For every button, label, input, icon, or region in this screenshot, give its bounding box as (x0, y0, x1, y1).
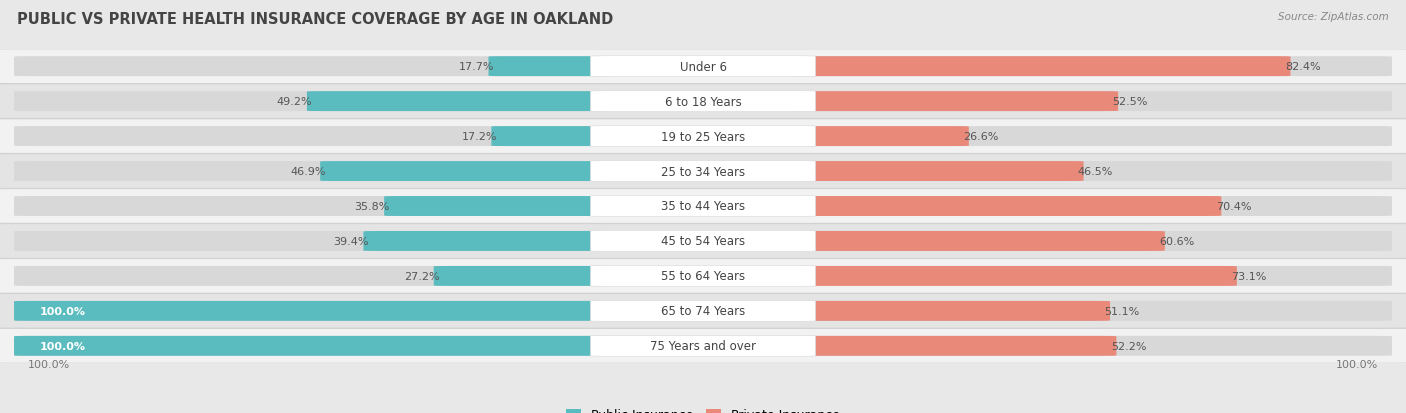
FancyBboxPatch shape (591, 126, 815, 147)
Text: 45 to 54 Years: 45 to 54 Years (661, 235, 745, 248)
FancyBboxPatch shape (307, 92, 619, 112)
Legend: Public Insurance, Private Insurance: Public Insurance, Private Insurance (561, 404, 845, 413)
FancyBboxPatch shape (591, 301, 815, 322)
FancyBboxPatch shape (787, 266, 1237, 286)
Text: PUBLIC VS PRIVATE HEALTH INSURANCE COVERAGE BY AGE IN OAKLAND: PUBLIC VS PRIVATE HEALTH INSURANCE COVER… (17, 12, 613, 27)
Text: 100.0%: 100.0% (39, 341, 86, 351)
FancyBboxPatch shape (787, 127, 1392, 147)
FancyBboxPatch shape (787, 92, 1118, 112)
FancyBboxPatch shape (0, 329, 1406, 363)
FancyBboxPatch shape (591, 57, 815, 78)
FancyBboxPatch shape (14, 57, 619, 77)
FancyBboxPatch shape (14, 301, 619, 321)
FancyBboxPatch shape (0, 85, 1406, 119)
FancyBboxPatch shape (787, 92, 1392, 112)
FancyBboxPatch shape (433, 266, 619, 286)
Text: 35.8%: 35.8% (354, 202, 389, 211)
FancyBboxPatch shape (0, 154, 1406, 189)
Text: 39.4%: 39.4% (333, 236, 368, 247)
FancyBboxPatch shape (0, 189, 1406, 224)
FancyBboxPatch shape (787, 161, 1392, 182)
FancyBboxPatch shape (787, 231, 1164, 252)
Text: 27.2%: 27.2% (404, 271, 439, 281)
FancyBboxPatch shape (787, 336, 1392, 356)
Text: 60.6%: 60.6% (1159, 236, 1195, 247)
FancyBboxPatch shape (787, 57, 1291, 77)
Text: 17.2%: 17.2% (461, 132, 496, 142)
Text: 55 to 64 Years: 55 to 64 Years (661, 270, 745, 283)
FancyBboxPatch shape (0, 224, 1406, 259)
FancyBboxPatch shape (0, 294, 1406, 328)
Text: 73.1%: 73.1% (1232, 271, 1267, 281)
Text: 19 to 25 Years: 19 to 25 Years (661, 130, 745, 143)
FancyBboxPatch shape (787, 197, 1222, 216)
FancyBboxPatch shape (321, 161, 619, 182)
FancyBboxPatch shape (787, 57, 1392, 77)
Text: 52.2%: 52.2% (1111, 341, 1146, 351)
FancyBboxPatch shape (591, 91, 815, 112)
FancyBboxPatch shape (0, 259, 1406, 293)
FancyBboxPatch shape (14, 301, 619, 321)
FancyBboxPatch shape (488, 57, 619, 77)
Text: 70.4%: 70.4% (1216, 202, 1251, 211)
FancyBboxPatch shape (787, 301, 1111, 321)
Text: 75 Years and over: 75 Years and over (650, 339, 756, 352)
Text: 52.5%: 52.5% (1112, 97, 1147, 107)
Text: 100.0%: 100.0% (1336, 359, 1378, 369)
FancyBboxPatch shape (591, 231, 815, 252)
FancyBboxPatch shape (591, 266, 815, 287)
FancyBboxPatch shape (787, 127, 969, 147)
Text: 51.1%: 51.1% (1105, 306, 1140, 316)
Text: 6 to 18 Years: 6 to 18 Years (665, 95, 741, 108)
FancyBboxPatch shape (0, 120, 1406, 154)
Text: 100.0%: 100.0% (39, 306, 86, 316)
FancyBboxPatch shape (14, 127, 619, 147)
FancyBboxPatch shape (787, 231, 1392, 252)
FancyBboxPatch shape (14, 336, 619, 356)
Text: 65 to 74 Years: 65 to 74 Years (661, 305, 745, 318)
FancyBboxPatch shape (14, 197, 619, 216)
FancyBboxPatch shape (384, 197, 619, 216)
FancyBboxPatch shape (591, 161, 815, 182)
FancyBboxPatch shape (787, 336, 1116, 356)
Text: 46.5%: 46.5% (1078, 166, 1114, 177)
Text: 26.6%: 26.6% (963, 132, 998, 142)
FancyBboxPatch shape (14, 266, 619, 286)
Text: 46.9%: 46.9% (290, 166, 326, 177)
Text: 35 to 44 Years: 35 to 44 Years (661, 200, 745, 213)
FancyBboxPatch shape (14, 336, 619, 356)
FancyBboxPatch shape (0, 50, 1406, 84)
FancyBboxPatch shape (591, 196, 815, 217)
FancyBboxPatch shape (591, 335, 815, 356)
FancyBboxPatch shape (787, 301, 1392, 321)
FancyBboxPatch shape (787, 266, 1392, 286)
Text: Under 6: Under 6 (679, 61, 727, 74)
FancyBboxPatch shape (491, 127, 619, 147)
Text: 82.4%: 82.4% (1285, 62, 1320, 72)
FancyBboxPatch shape (787, 197, 1392, 216)
Text: 25 to 34 Years: 25 to 34 Years (661, 165, 745, 178)
FancyBboxPatch shape (363, 231, 619, 252)
Text: 49.2%: 49.2% (277, 97, 312, 107)
FancyBboxPatch shape (14, 92, 619, 112)
FancyBboxPatch shape (14, 231, 619, 252)
Text: 17.7%: 17.7% (458, 62, 494, 72)
FancyBboxPatch shape (787, 161, 1084, 182)
Text: 100.0%: 100.0% (28, 359, 70, 369)
FancyBboxPatch shape (14, 161, 619, 182)
Text: Source: ZipAtlas.com: Source: ZipAtlas.com (1278, 12, 1389, 22)
